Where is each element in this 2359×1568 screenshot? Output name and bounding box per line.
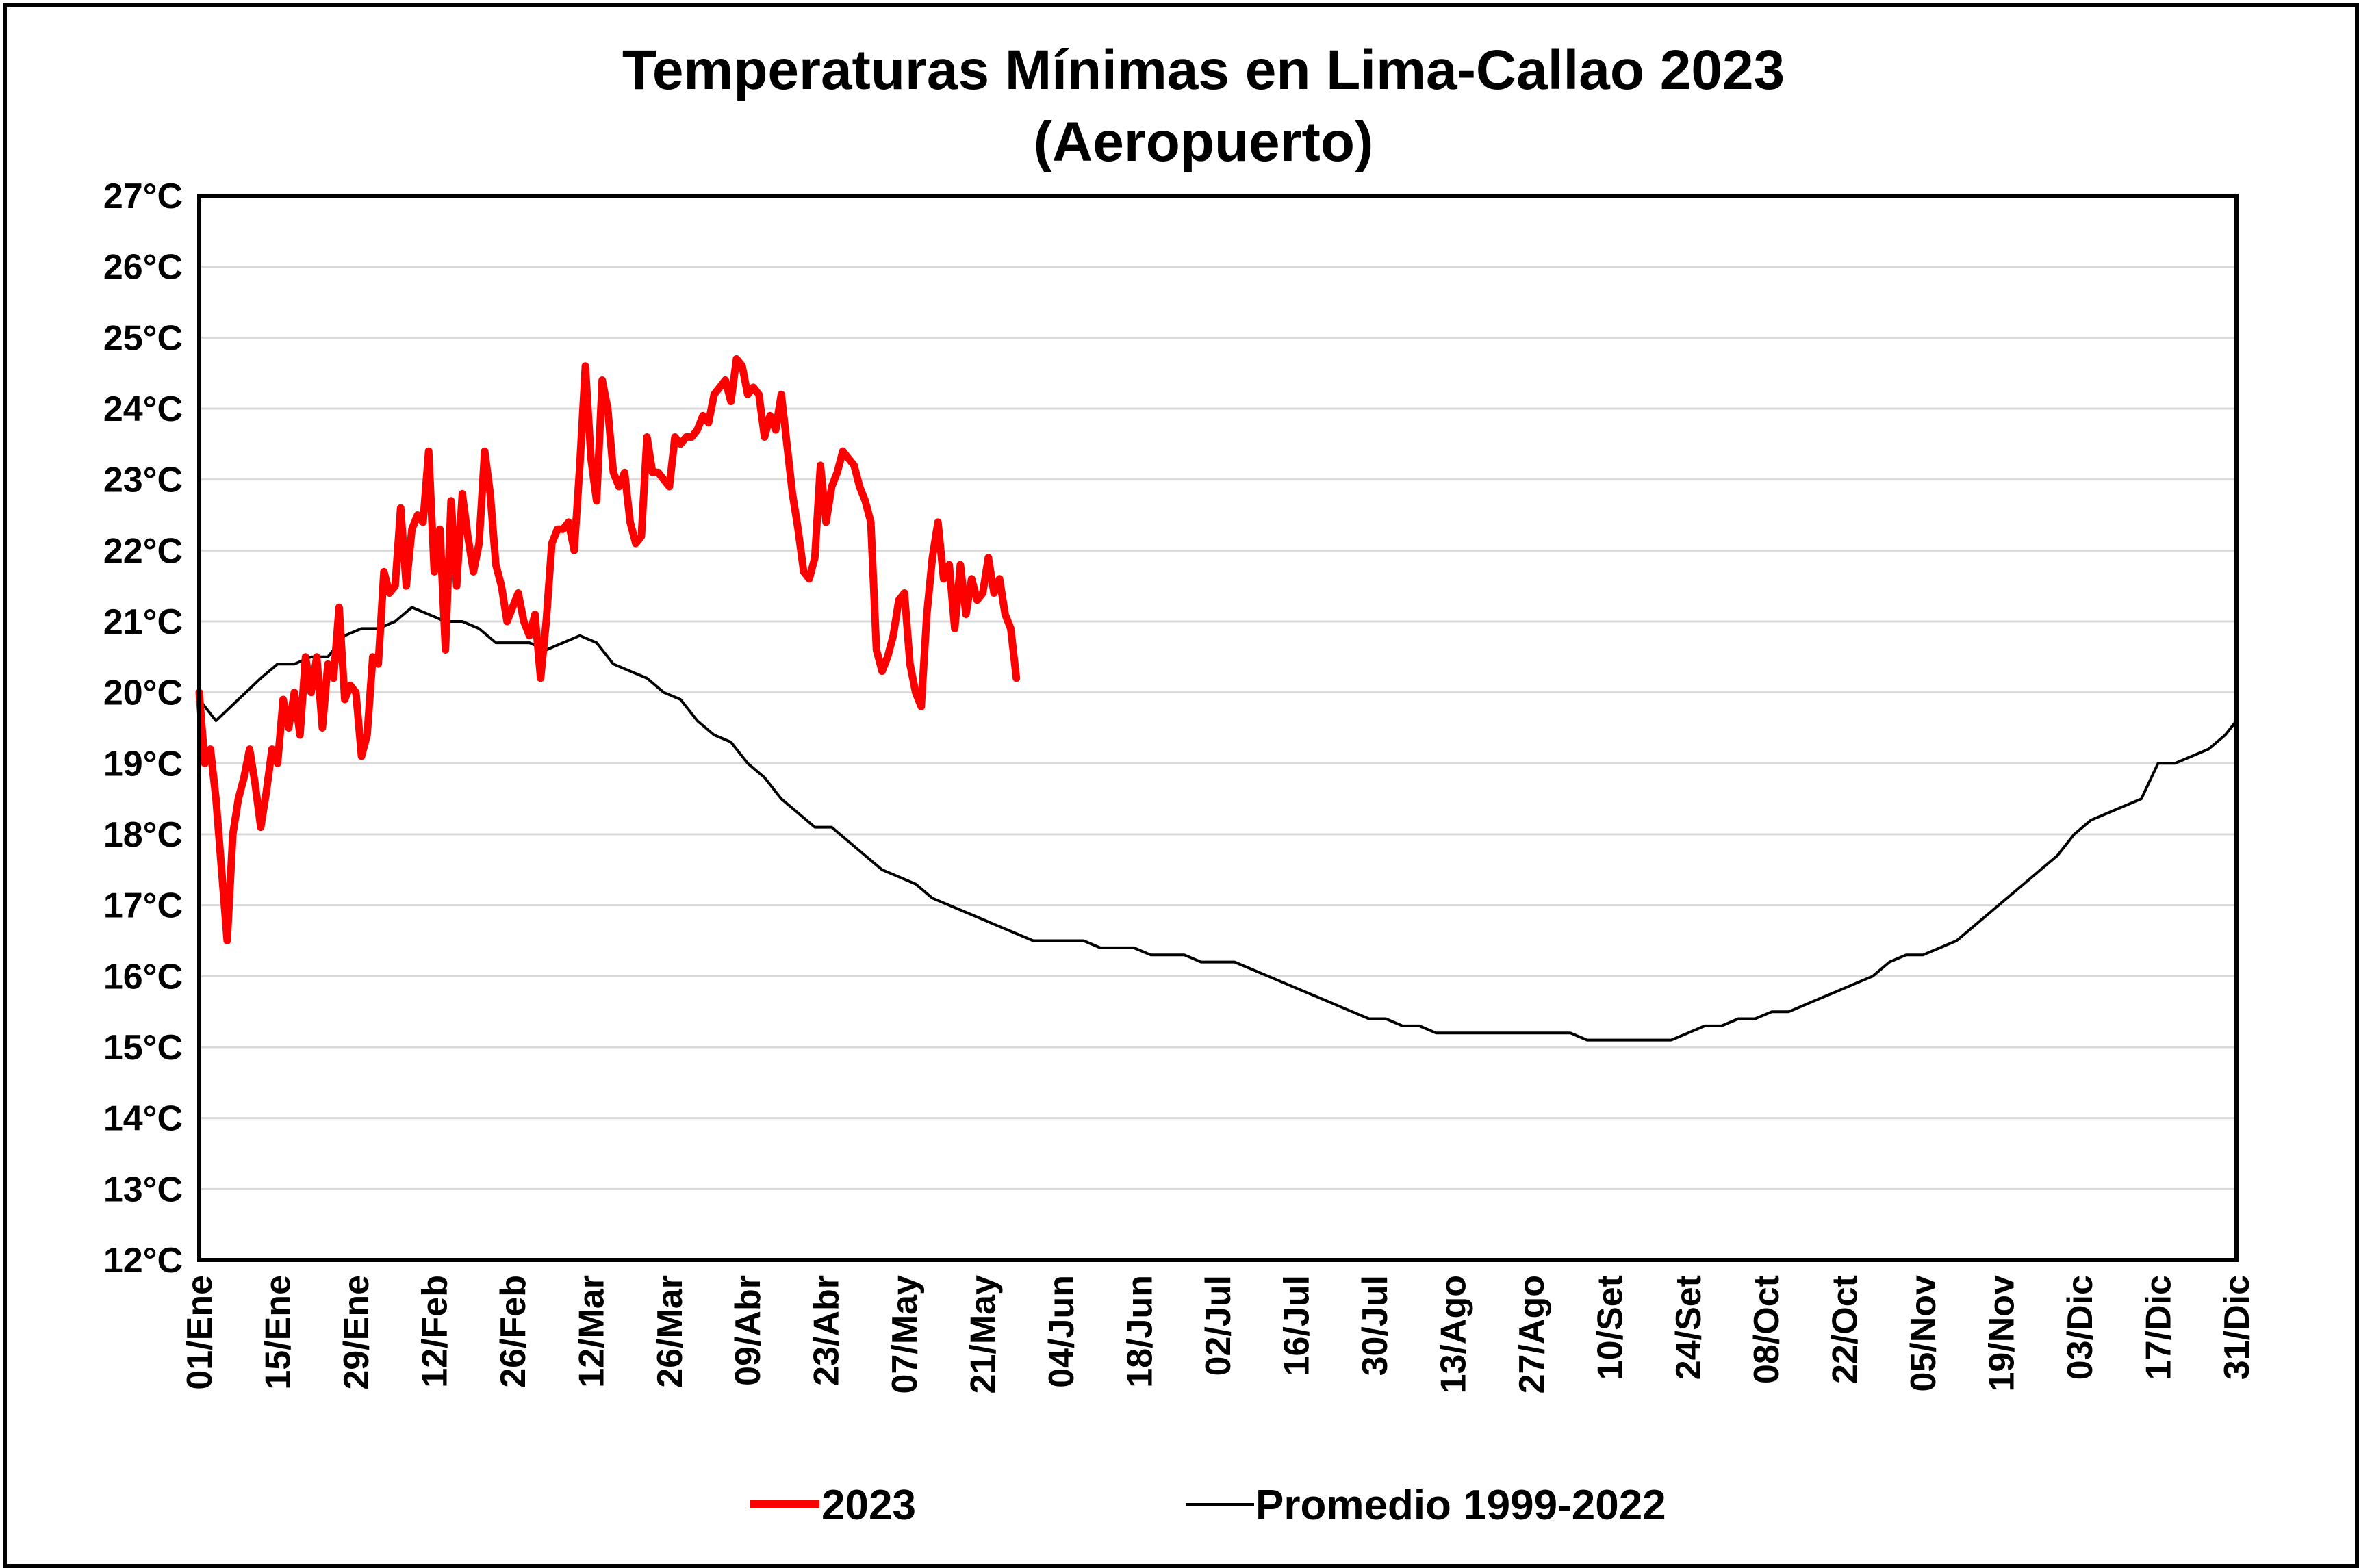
x-tick-label: 24/Set — [1669, 1275, 1709, 1380]
y-axis: 12°C 13°C 14°C 15°C 16°C 17°C 18°C 19°C 20°C 21°C… — [103, 177, 183, 1281]
x-tick-label: 18/Jun — [1121, 1275, 1160, 1388]
y-tick-label: 12°C — [103, 1241, 183, 1281]
grid-layer — [199, 266, 2236, 1190]
x-tick-label: 01/Ene — [180, 1275, 220, 1390]
chart-frame: Temperaturas Mínimas en Lima-Callao 2023… — [3, 3, 2359, 1568]
chart-title: Temperaturas Mínimas en Lima-Callao 2023 — [622, 39, 1785, 101]
x-tick-label: 21/May — [964, 1275, 1004, 1394]
legend-label-2023: 2023 — [821, 1482, 916, 1529]
series-line-2023 — [195, 355, 1021, 944]
y-tick-label: 26°C — [103, 248, 183, 287]
legend-label-promedio: Promedio 1999-2022 — [1255, 1482, 1666, 1529]
series-layer — [195, 355, 2238, 1042]
x-tick-label: 23/Abr — [807, 1275, 847, 1386]
chart-svg: Temperaturas Mínimas en Lima-Callao 2023… — [103, 39, 2257, 1529]
chart-subtitle: (Aeropuerto) — [1034, 111, 1374, 173]
x-tick-label: 12/Mar — [572, 1275, 611, 1388]
x-tick-label: 16/Jul — [1277, 1275, 1316, 1376]
plot-area — [197, 194, 2239, 1262]
y-tick-label: 24°C — [103, 389, 183, 429]
y-tick-label: 20°C — [103, 673, 183, 713]
x-tick-label: 15/Ene — [258, 1275, 298, 1390]
x-tick-label: 05/Nov — [1904, 1275, 1943, 1392]
y-tick-label: 15°C — [103, 1028, 183, 1068]
y-tick-label: 17°C — [103, 886, 183, 926]
y-tick-label: 22°C — [103, 531, 183, 571]
x-tick-label: 08/Oct — [1747, 1275, 1787, 1384]
x-tick-label: 07/May — [885, 1275, 925, 1394]
x-tick-label: 09/Abr — [728, 1275, 768, 1386]
y-tick-label: 18°C — [103, 815, 183, 855]
x-tick-label: 26/Mar — [650, 1275, 690, 1388]
x-tick-label: 03/Dic — [2061, 1275, 2100, 1380]
y-tick-label: 27°C — [103, 177, 183, 216]
x-tick-label: 19/Nov — [1982, 1275, 2022, 1392]
y-tick-label: 21°C — [103, 602, 183, 642]
legend: 2023 Promedio 1999-2022 — [750, 1482, 1666, 1529]
y-tick-label: 23°C — [103, 461, 183, 500]
x-tick-label: 29/Ene — [337, 1275, 377, 1390]
y-tick-label: 16°C — [103, 957, 183, 997]
x-tick-label: 12/Feb — [415, 1275, 455, 1388]
y-tick-label: 13°C — [103, 1170, 183, 1209]
x-tick-label: 27/Ago — [1512, 1275, 1552, 1393]
x-tick-label: 02/Jul — [1199, 1275, 1238, 1376]
y-tick-label: 25°C — [103, 318, 183, 358]
series-line-promedio — [198, 606, 2238, 1042]
x-tick-label: 13/Ago — [1433, 1275, 1473, 1393]
x-tick-label: 22/Oct — [1826, 1275, 1865, 1384]
y-tick-label: 19°C — [103, 744, 183, 784]
y-tick-label: 14°C — [103, 1099, 183, 1139]
x-tick-label: 31/Dic — [2217, 1275, 2257, 1380]
x-tick-label: 17/Dic — [2139, 1275, 2179, 1380]
x-tick-label: 26/Feb — [494, 1275, 533, 1388]
x-tick-label: 04/Jun — [1042, 1275, 1082, 1388]
x-axis: 01/Ene 15/Ene 29/Ene 12/Feb 26/Feb 12/Mar 26/M… — [180, 1275, 2257, 1394]
x-tick-label: 10/Set — [1590, 1275, 1630, 1380]
x-tick-label: 30/Jul — [1355, 1275, 1395, 1376]
